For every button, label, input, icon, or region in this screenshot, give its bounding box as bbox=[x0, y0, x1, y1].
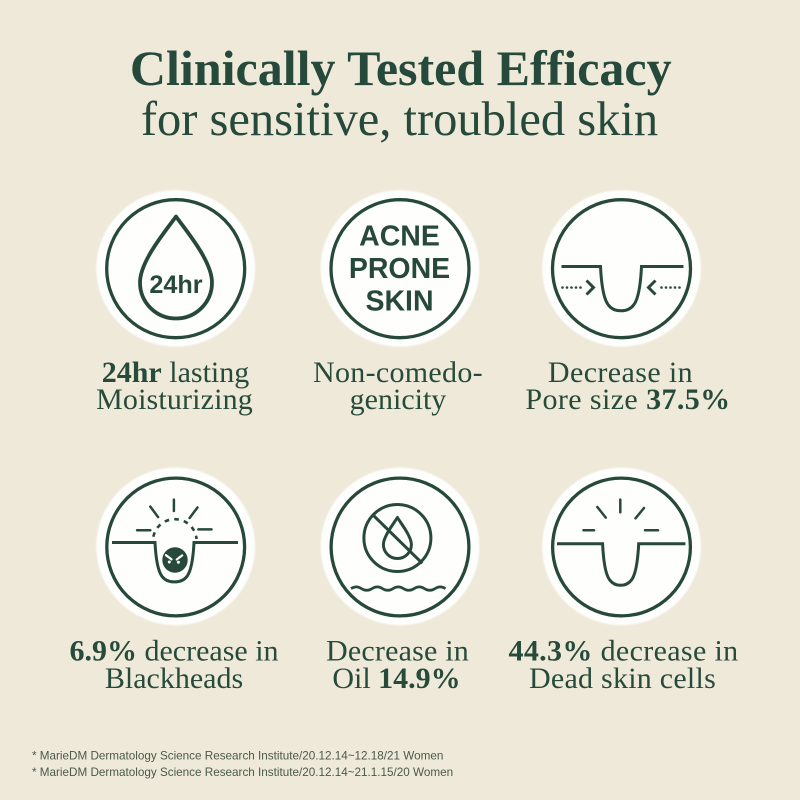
svg-text:Decrease in: Decrease in bbox=[326, 635, 469, 668]
svg-text:Decrease in: Decrease in bbox=[548, 356, 693, 389]
svg-text:genicity: genicity bbox=[350, 383, 447, 416]
svg-text:* MarieDM Dermatology Science: * MarieDM Dermatology Science Research I… bbox=[32, 766, 453, 779]
svg-text:Dead skin cells: Dead skin cells bbox=[529, 662, 716, 695]
svg-text:6.9% decrease in: 6.9% decrease in bbox=[69, 635, 278, 668]
svg-text:Clinically Tested Efficacy: Clinically Tested Efficacy bbox=[130, 40, 672, 96]
svg-text:Blackheads: Blackheads bbox=[105, 662, 243, 695]
svg-text:44.3% decrease in: 44.3% decrease in bbox=[508, 635, 738, 668]
svg-text:24hr: 24hr bbox=[149, 271, 202, 299]
svg-text:Non-comedo-: Non-comedo- bbox=[313, 356, 483, 389]
svg-text:* MarieDM Dermatology Science: * MarieDM Dermatology Science Research I… bbox=[32, 750, 443, 763]
svg-text:SKIN: SKIN bbox=[365, 286, 433, 318]
svg-text:Moisturizing: Moisturizing bbox=[96, 383, 253, 416]
svg-text:ACNE: ACNE bbox=[359, 221, 440, 253]
svg-text:Pore size 37.5%: Pore size 37.5% bbox=[525, 383, 730, 416]
svg-text:PRONE: PRONE bbox=[349, 253, 450, 285]
svg-text:24hr lasting: 24hr lasting bbox=[102, 356, 250, 389]
svg-text:for sensitive, troubled skin: for sensitive, troubled skin bbox=[141, 93, 658, 146]
svg-text:Oil 14.9%: Oil 14.9% bbox=[332, 662, 460, 695]
